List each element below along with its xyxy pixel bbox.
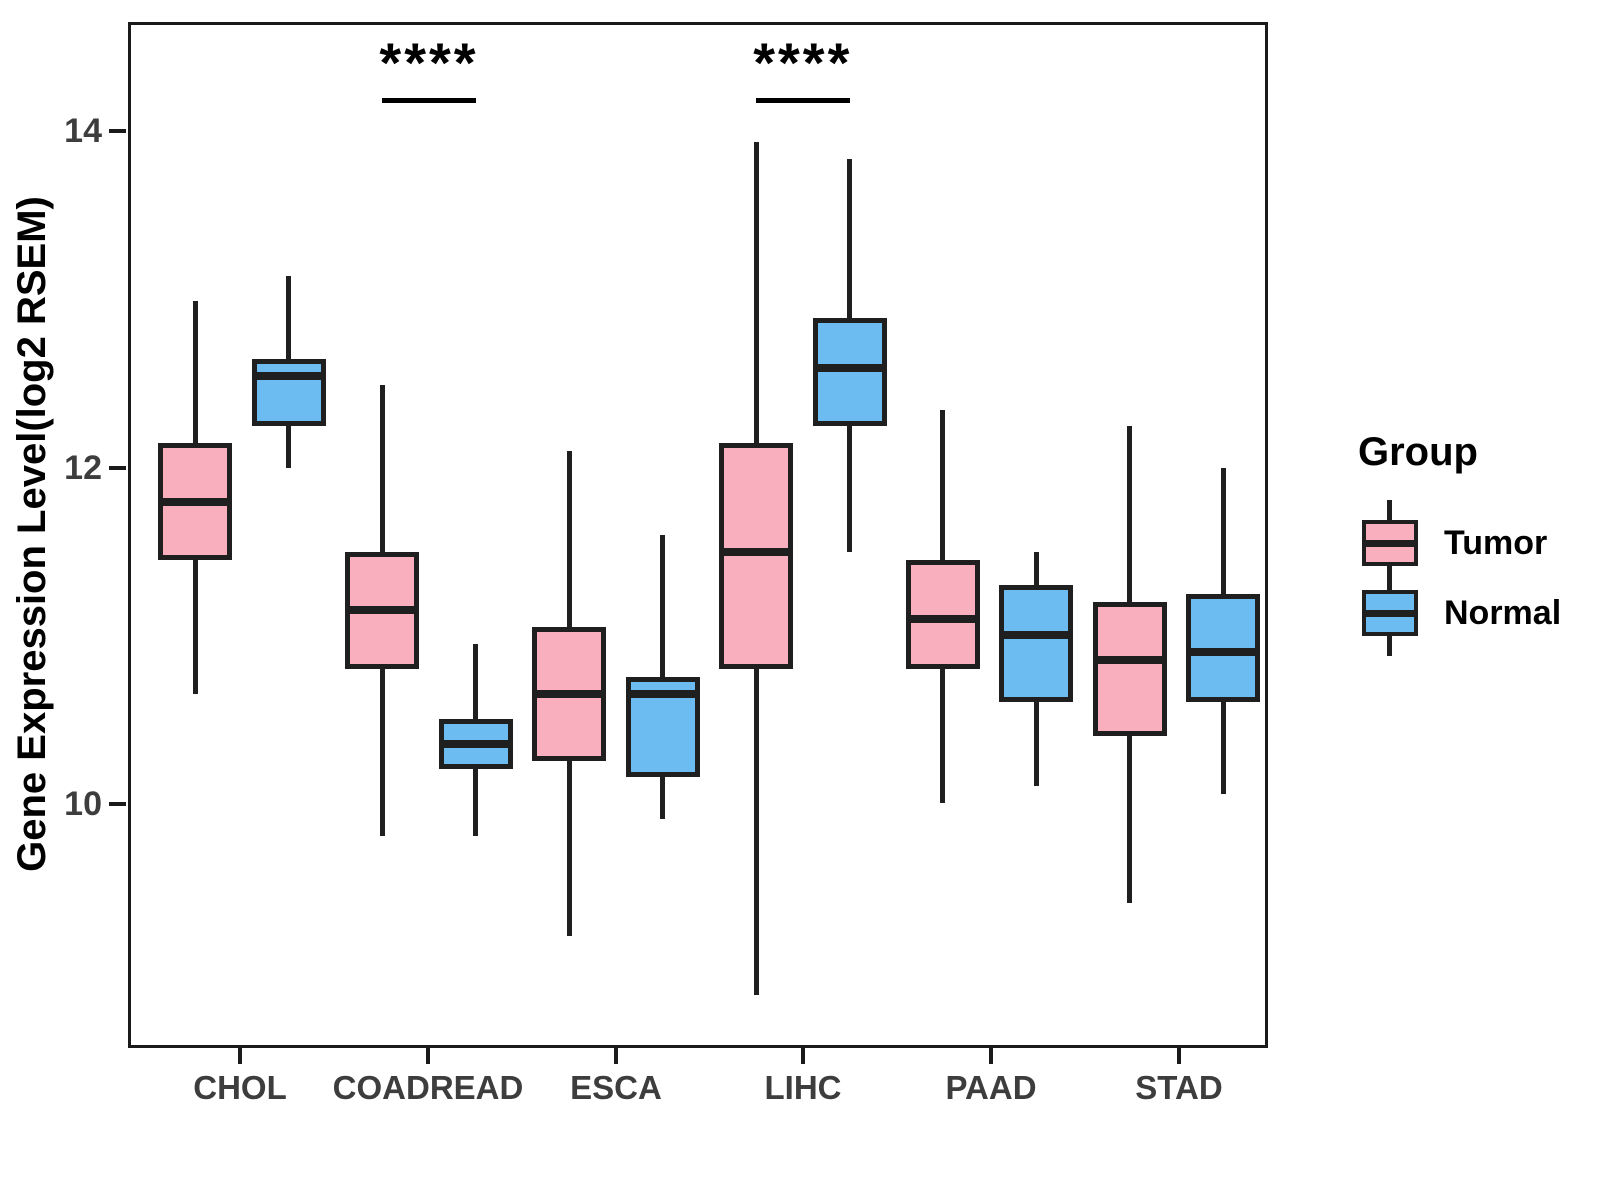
y-tick-label-12: 12 bbox=[64, 449, 102, 487]
legend-item-tumor: Tumor bbox=[1358, 500, 1547, 586]
median-tumor-paad bbox=[910, 614, 975, 623]
significance-bar-coadread bbox=[382, 98, 476, 103]
median-normal-lihc bbox=[817, 363, 882, 372]
y-axis-title: Gene Expression Level(log2 RSEM) bbox=[10, 196, 54, 872]
x-tick-label-paad: PAAD bbox=[945, 1069, 1037, 1106]
x-tick-mark bbox=[614, 1048, 618, 1064]
median-normal-esca bbox=[630, 689, 695, 698]
boxplot-glyph-icon bbox=[1358, 570, 1422, 656]
x-tick-label-lihc: LIHC bbox=[764, 1069, 842, 1106]
legend-glyph-median bbox=[1366, 610, 1414, 617]
legend-label-normal: Normal bbox=[1444, 594, 1562, 632]
x-tick-mark bbox=[989, 1048, 993, 1064]
median-normal-chol bbox=[256, 372, 321, 381]
median-tumor-lihc bbox=[724, 547, 789, 556]
x-tick-mark bbox=[238, 1048, 242, 1064]
legend-label-tumor: Tumor bbox=[1444, 524, 1548, 562]
significance-stars-coadread: **** bbox=[379, 31, 479, 94]
x-tick-label-chol: CHOL bbox=[193, 1069, 287, 1106]
box-tumor-paad bbox=[905, 560, 980, 669]
median-normal-stad bbox=[1191, 648, 1256, 657]
significance-stars-lihc: **** bbox=[753, 31, 853, 94]
x-tick-label-esca: ESCA bbox=[570, 1069, 662, 1106]
y-tick-mark bbox=[109, 802, 126, 806]
y-tick-mark bbox=[109, 466, 126, 470]
legend-title: Group bbox=[1358, 430, 1478, 474]
x-tick-mark bbox=[426, 1048, 430, 1064]
x-tick-mark bbox=[801, 1048, 805, 1064]
plot-area: **** **** bbox=[128, 22, 1268, 1048]
y-tick-label-10: 10 bbox=[64, 785, 102, 823]
box-normal-chol bbox=[251, 359, 326, 427]
box-normal-paad bbox=[999, 585, 1074, 703]
median-tumor-chol bbox=[163, 497, 228, 506]
legend-item-normal: Normal bbox=[1358, 570, 1561, 656]
box-tumor-stad bbox=[1092, 601, 1167, 736]
y-tick-label-14: 14 bbox=[64, 112, 102, 150]
box-tumor-lihc bbox=[719, 443, 794, 669]
box-normal-stad bbox=[1186, 593, 1261, 703]
median-normal-coadread bbox=[443, 740, 508, 749]
significance-bar-lihc bbox=[755, 98, 850, 103]
boxplot-glyph-icon bbox=[1358, 500, 1422, 586]
box-normal-lihc bbox=[812, 317, 887, 427]
y-tick-mark bbox=[109, 129, 126, 133]
legend-glyph-median bbox=[1366, 540, 1414, 547]
x-tick-label-coadread: COADREAD bbox=[332, 1069, 524, 1106]
median-tumor-coadread bbox=[350, 606, 415, 615]
median-tumor-esca bbox=[537, 689, 602, 698]
median-tumor-stad bbox=[1097, 656, 1162, 665]
median-normal-paad bbox=[1004, 631, 1069, 640]
x-tick-label-stad: STAD bbox=[1135, 1069, 1223, 1106]
x-tick-mark bbox=[1177, 1048, 1181, 1064]
